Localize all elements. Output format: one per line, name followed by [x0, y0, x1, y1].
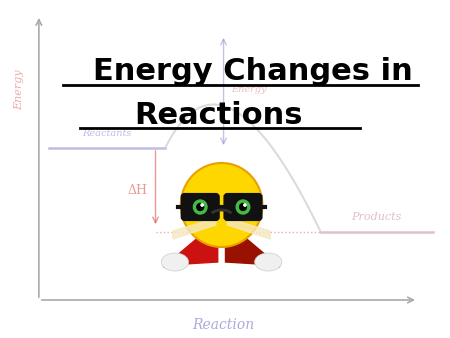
Ellipse shape	[162, 253, 189, 271]
Polygon shape	[227, 218, 270, 239]
Text: Reaction: Reaction	[193, 318, 255, 332]
Circle shape	[244, 204, 246, 206]
Circle shape	[201, 204, 203, 206]
Ellipse shape	[255, 253, 282, 271]
Text: Reactions: Reactions	[135, 100, 303, 129]
Text: Products: Products	[351, 212, 402, 222]
Text: Energy Changes in: Energy Changes in	[93, 57, 413, 87]
Circle shape	[194, 200, 207, 214]
FancyBboxPatch shape	[183, 195, 218, 219]
Polygon shape	[163, 221, 218, 267]
Text: Reactants: Reactants	[82, 129, 131, 138]
Circle shape	[181, 163, 262, 247]
Text: Energy: Energy	[14, 70, 24, 110]
Circle shape	[239, 203, 247, 211]
Text: Energy: Energy	[231, 84, 267, 94]
FancyBboxPatch shape	[225, 195, 261, 219]
Polygon shape	[173, 218, 216, 239]
Circle shape	[236, 200, 250, 214]
Polygon shape	[225, 221, 280, 267]
Text: ΔH: ΔH	[128, 184, 148, 196]
Circle shape	[197, 203, 203, 211]
